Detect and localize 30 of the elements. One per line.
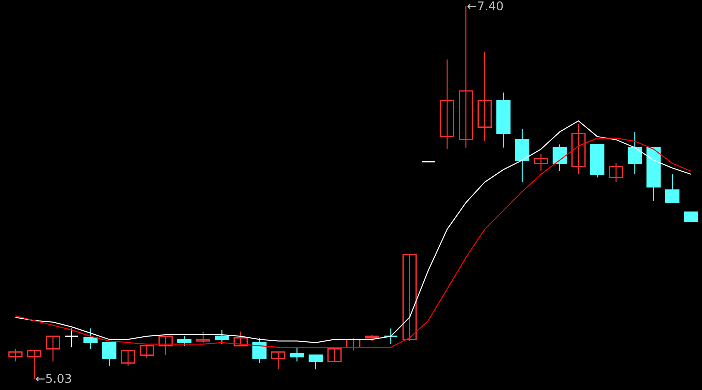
candlestick bbox=[609, 163, 624, 183]
annotation: ←7.40 bbox=[467, 0, 504, 14]
candlestick bbox=[102, 342, 117, 367]
candlestick bbox=[290, 347, 304, 362]
candlestick bbox=[515, 128, 530, 183]
candlestick bbox=[196, 331, 210, 344]
candlestick bbox=[572, 124, 586, 176]
candlestick bbox=[215, 330, 230, 345]
candlestick bbox=[384, 328, 398, 345]
annotation: ←5.03 bbox=[35, 372, 72, 386]
candlestick bbox=[534, 154, 548, 172]
candlestick bbox=[666, 174, 680, 204]
candlestick bbox=[140, 345, 154, 360]
candlestick bbox=[628, 132, 642, 176]
candlestick bbox=[234, 331, 248, 347]
candlestick bbox=[552, 144, 568, 172]
candlestick bbox=[271, 352, 286, 370]
candlestick bbox=[158, 336, 173, 356]
candlestick bbox=[328, 348, 342, 362]
candlestick bbox=[46, 336, 60, 362]
candlestick bbox=[121, 350, 136, 367]
candlestick bbox=[84, 328, 98, 350]
candlestick bbox=[8, 348, 23, 362]
candlestick bbox=[308, 354, 324, 370]
candlestick bbox=[478, 51, 492, 142]
candlestick bbox=[178, 336, 192, 346]
candlestick bbox=[440, 59, 454, 150]
candlestick bbox=[684, 212, 698, 222]
candlestick bbox=[402, 254, 417, 342]
candlestick bbox=[252, 338, 267, 364]
